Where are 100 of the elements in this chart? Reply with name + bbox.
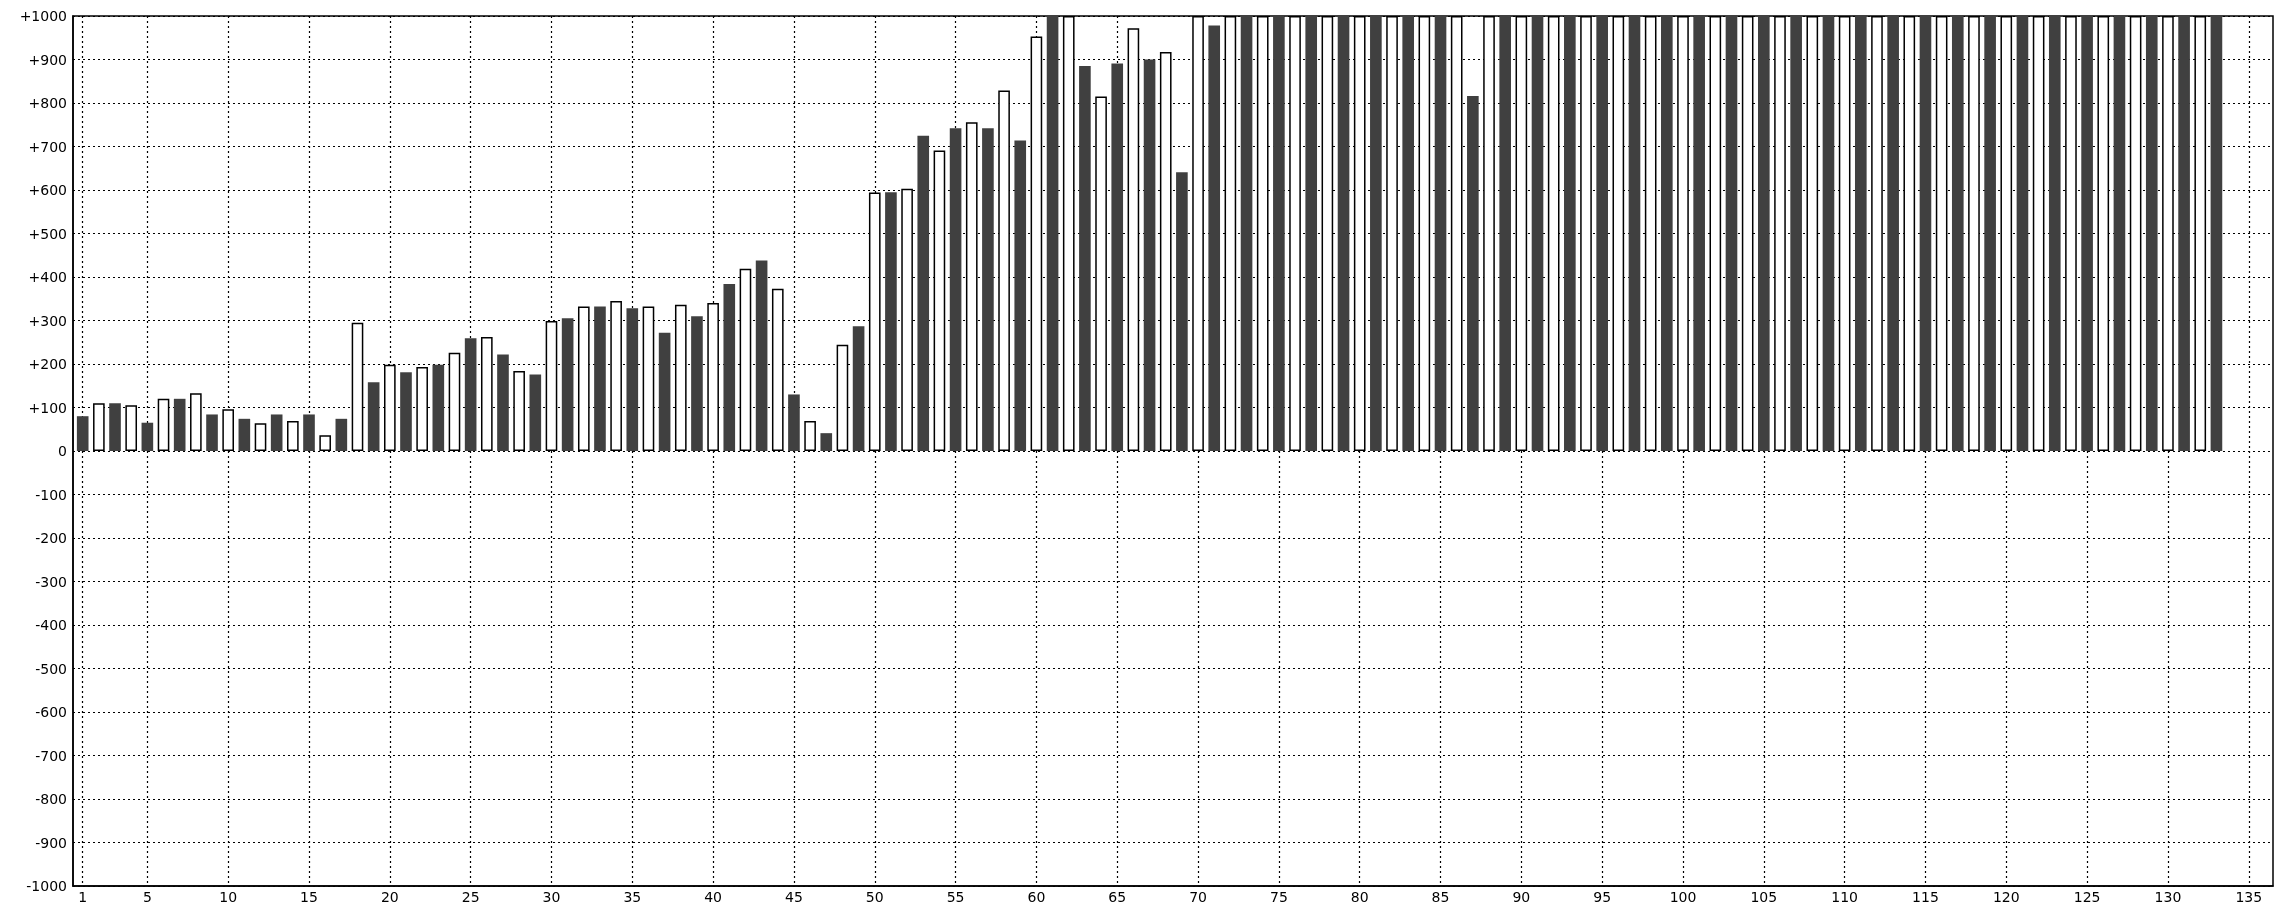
- bar: [1661, 16, 1673, 451]
- x-tick-label: 115: [1912, 889, 1939, 905]
- bar: [1467, 96, 1479, 451]
- x-tick-label: 90: [1512, 889, 1531, 905]
- x-tick-label: 55: [946, 889, 965, 905]
- y-tick-label: +700: [28, 138, 67, 155]
- bar: [238, 418, 251, 451]
- bar: [2081, 16, 2093, 451]
- y-tick-label: +400: [28, 269, 67, 285]
- bar: [1079, 66, 1091, 451]
- x-tick-label: 135: [2235, 889, 2263, 905]
- bar: [561, 318, 574, 451]
- x-tick-label: 1: [78, 889, 88, 905]
- x-tick-label: 75: [1269, 889, 1288, 905]
- y-tick-label: -900: [35, 834, 67, 851]
- bar: [626, 308, 639, 451]
- bar: [464, 338, 477, 451]
- bar: [1628, 16, 1641, 451]
- bar: [497, 354, 509, 451]
- y-tick-label: +100: [28, 399, 67, 416]
- x-tick-label: 100: [1669, 889, 1697, 905]
- bar: [1725, 16, 1738, 451]
- bar: [1370, 16, 1382, 451]
- bar: [820, 433, 833, 451]
- x-tick-label: 40: [704, 889, 723, 905]
- y-tick-label: +300: [28, 312, 67, 329]
- bar: [1240, 16, 1253, 451]
- x-tick-label: 70: [1189, 889, 1207, 905]
- bar: [1919, 16, 1932, 451]
- x-tick-label: 110: [1831, 889, 1859, 905]
- y-tick-label: +800: [28, 95, 67, 111]
- y-tick-label: -700: [35, 747, 67, 764]
- bar: [1111, 63, 1124, 451]
- y-tick-label: +500: [28, 225, 67, 242]
- x-tick-label: 95: [1593, 889, 1612, 905]
- bar: [1984, 16, 1996, 451]
- bar: [885, 192, 897, 451]
- x-tick-label: 85: [1431, 889, 1450, 905]
- y-tick-label: +200: [28, 356, 67, 372]
- bar: [852, 326, 865, 451]
- bar: [1273, 16, 1285, 451]
- y-tick-label: -500: [35, 660, 67, 677]
- bar: [658, 332, 671, 451]
- bar: [594, 306, 606, 451]
- y-tick-label: -300: [35, 573, 67, 590]
- x-tick-label: 130: [2154, 889, 2182, 905]
- bar: [949, 128, 962, 451]
- bar: [206, 414, 218, 451]
- bar: [529, 374, 542, 451]
- x-tick-label: 120: [1992, 889, 2020, 905]
- bar: [788, 394, 800, 451]
- bar: [400, 372, 412, 451]
- bar: [691, 316, 703, 451]
- y-tick-label: -600: [35, 704, 67, 720]
- y-tick-label: -200: [35, 530, 67, 546]
- bar: [1951, 16, 1964, 451]
- bar: [76, 416, 89, 451]
- y-tick-label: +600: [28, 182, 67, 198]
- bar: [1854, 16, 1867, 451]
- bar: [1822, 16, 1835, 451]
- x-tick-label: 35: [623, 889, 642, 905]
- x-tick-label: 80: [1350, 889, 1369, 905]
- bar: [2210, 16, 2223, 451]
- y-tick-label: +1000: [19, 8, 67, 24]
- y-tick-label: -1000: [26, 878, 67, 894]
- x-tick-label: 5: [142, 889, 152, 905]
- bar: [1176, 172, 1188, 451]
- bar: [2178, 16, 2190, 451]
- x-tick-label: 30: [542, 889, 561, 905]
- bar: [432, 364, 445, 451]
- x-tick-label: 60: [1027, 889, 1046, 905]
- bar: [1596, 16, 1608, 451]
- bar: [1208, 25, 1221, 451]
- x-tick-label: 105: [1750, 889, 1778, 905]
- x-tick-label: 45: [785, 889, 803, 905]
- bar: [723, 283, 736, 451]
- x-tick-label: 20: [380, 889, 399, 905]
- bar: [1434, 16, 1447, 451]
- bar: [1499, 16, 1511, 451]
- bar: [982, 128, 994, 451]
- x-tick-label: 25: [461, 889, 480, 905]
- bar: [917, 135, 930, 451]
- bar: [367, 382, 380, 451]
- bar: [141, 422, 154, 451]
- bar: [1143, 59, 1156, 451]
- bar: [1531, 16, 1544, 451]
- y-tick-label: +900: [28, 51, 67, 68]
- bar: [1337, 16, 1350, 451]
- x-tick-label: 15: [300, 889, 318, 905]
- bar: [1564, 16, 1576, 451]
- bar: [1758, 16, 1770, 451]
- bar: [2048, 16, 2061, 451]
- y-tick-label: -100: [35, 486, 67, 503]
- bar: [1693, 16, 1705, 451]
- x-tick-label: 10: [219, 889, 238, 905]
- bar: [335, 418, 348, 451]
- y-tick-label: -400: [35, 617, 67, 633]
- bar: [1402, 16, 1415, 451]
- bar: [2016, 16, 2029, 451]
- y-tick-label: 0: [58, 443, 67, 459]
